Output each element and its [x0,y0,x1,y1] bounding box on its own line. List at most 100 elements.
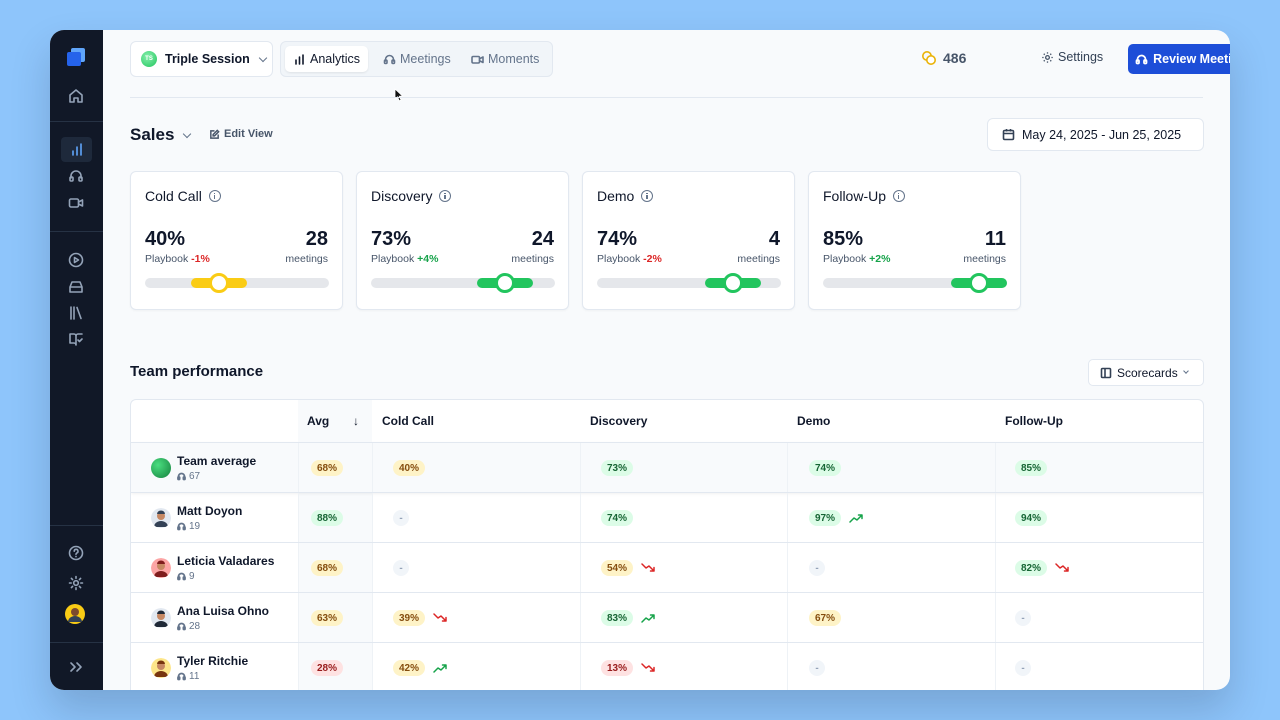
column-divider [995,593,996,643]
score-pill[interactable]: 94% [1015,510,1048,526]
score-pill[interactable]: - [1015,610,1031,626]
expand-sidebar-icon[interactable] [64,655,88,679]
column-header-demo[interactable]: Demo [797,414,831,428]
mouse-cursor-icon [394,88,404,102]
score-pill[interactable]: 83% [601,610,634,626]
score-pill[interactable]: 73% [601,460,634,476]
play-icon[interactable] [64,248,88,272]
score-pill[interactable]: 74% [809,460,842,476]
table-row[interactable]: Leticia Valadares 9 68% - 54% - 82% [131,542,1203,593]
settings-button[interactable]: Settings [1041,50,1103,64]
user-avatar[interactable] [65,604,85,624]
team-average-row[interactable]: Team average 67 68% 40% 73% 74% 85% [131,442,1203,493]
score-pill[interactable]: - [809,560,825,576]
column-divider [995,443,996,493]
card-title: Follow-Up [823,188,906,204]
score-pill[interactable]: 85% [1015,460,1048,476]
scorecard-card-cold-call[interactable]: Cold Call 40% 28 Playbook -1% meetings [130,171,343,310]
session-selector[interactable]: TS Triple Session [130,41,273,77]
column-header-follow-up[interactable]: Follow-Up [1005,414,1063,428]
score-knob[interactable] [969,273,990,293]
columns-icon [1100,367,1112,378]
headset-icon[interactable] [64,164,88,188]
meeting-count-value: 67 [189,471,201,482]
column-header-discovery[interactable]: Discovery [590,414,648,428]
gear-icon[interactable] [64,571,88,595]
score-knob[interactable] [208,273,229,293]
table-row[interactable]: Ana Luisa Ohno 28 63% 39% 83% 67% - [131,592,1203,643]
review-meeting-button[interactable]: Review Meeting [1128,44,1230,74]
person-name[interactable]: Team average [177,454,257,468]
score-pill[interactable]: 40% [393,460,426,476]
analytics-icon[interactable] [61,137,92,162]
home-icon[interactable] [64,84,88,108]
calendar-icon [1002,129,1015,141]
score-pill[interactable]: 13% [601,660,634,676]
score-knob[interactable] [723,273,744,293]
score-pill[interactable]: - [393,560,409,576]
card-title-text: Follow-Up [823,188,887,204]
avatar [151,558,171,578]
score-pill[interactable]: - [1015,660,1031,676]
scorecard-card-discovery[interactable]: Discovery 73% 24 Playbook +4% meetings [356,171,569,310]
app-logo[interactable] [66,47,86,67]
person-name[interactable]: Tyler Ritchie [177,654,249,668]
info-icon[interactable] [208,190,221,202]
sort-desc-icon[interactable]: ↓ [353,414,359,428]
edit-view-button[interactable]: Edit View [209,128,273,140]
avg-score-pill[interactable]: 28% [311,660,344,676]
tab-analytics[interactable]: Analytics [285,46,369,72]
coin-balance[interactable]: 486 [921,50,966,66]
table-row[interactable]: Matt Doyon 19 88% - 74% 97% 94% [131,492,1203,543]
score-pill[interactable]: 74% [601,510,634,526]
library-icon[interactable] [64,301,88,325]
chevron-down-icon [1182,368,1189,374]
score-pill[interactable]: 97% [809,510,842,526]
video-icon[interactable] [64,191,88,215]
info-icon[interactable] [893,190,906,202]
scorecard-card-follow-up[interactable]: Follow-Up 85% 11 Playbook +2% meetings [808,171,1021,310]
score-pill[interactable]: - [809,660,825,676]
score-pill[interactable]: 42% [393,660,426,676]
inbox-icon[interactable] [64,275,88,299]
column-divider [298,593,299,643]
playbook-label: Playbook [597,253,641,265]
column-header-cold-call[interactable]: Cold Call [382,414,435,428]
scorecard-card-demo[interactable]: Demo 74% 4 Playbook -2% meetings [582,171,795,310]
score-pill[interactable]: 54% [601,560,634,576]
scorecards-dropdown[interactable]: Scorecards [1088,359,1204,386]
avg-score-pill[interactable]: 68% [311,560,344,576]
score-pill[interactable]: 82% [1015,560,1048,576]
person-name[interactable]: Ana Luisa Ohno [177,604,270,618]
column-divider [787,593,788,643]
meeting-count-value: 28 [189,621,201,632]
date-range-picker[interactable]: May 24, 2025 - Jun 25, 2025 [987,118,1204,151]
avg-score-pill[interactable]: 88% [311,510,344,526]
playbook-label: Playbook [145,253,189,265]
person-name[interactable]: Matt Doyon [177,504,243,518]
score-pill[interactable]: 39% [393,610,426,626]
table-row[interactable]: Tyler Ritchie 11 28% 42% 13% - - [131,642,1203,690]
coins-icon [922,51,936,65]
avg-score-pill[interactable]: 68% [311,460,344,476]
help-icon[interactable] [64,541,88,565]
tab-meetings[interactable]: Meetings [375,46,459,72]
info-icon[interactable] [641,190,654,202]
score-pill[interactable]: 67% [809,610,842,626]
column-header-avg[interactable]: Avg [307,414,330,428]
tab-moments[interactable]: Moments [463,46,547,72]
trend-up-icon [849,511,863,523]
review-meeting-label: Review Meeting [1153,52,1230,66]
playbook-label: Playbook [823,253,867,265]
avg-score-pill[interactable]: 63% [311,610,344,626]
card-meeting-count: 4 [768,228,780,250]
score-knob[interactable] [495,273,516,293]
score-pill[interactable]: - [393,510,409,526]
column-divider [298,543,299,593]
playbook-delta: -2% [643,253,662,265]
info-icon[interactable] [439,190,452,202]
person-name[interactable]: Leticia Valadares [177,554,275,568]
view-selector[interactable]: Sales [130,125,192,145]
edit-icon [210,128,220,139]
book-icon[interactable] [64,327,88,351]
